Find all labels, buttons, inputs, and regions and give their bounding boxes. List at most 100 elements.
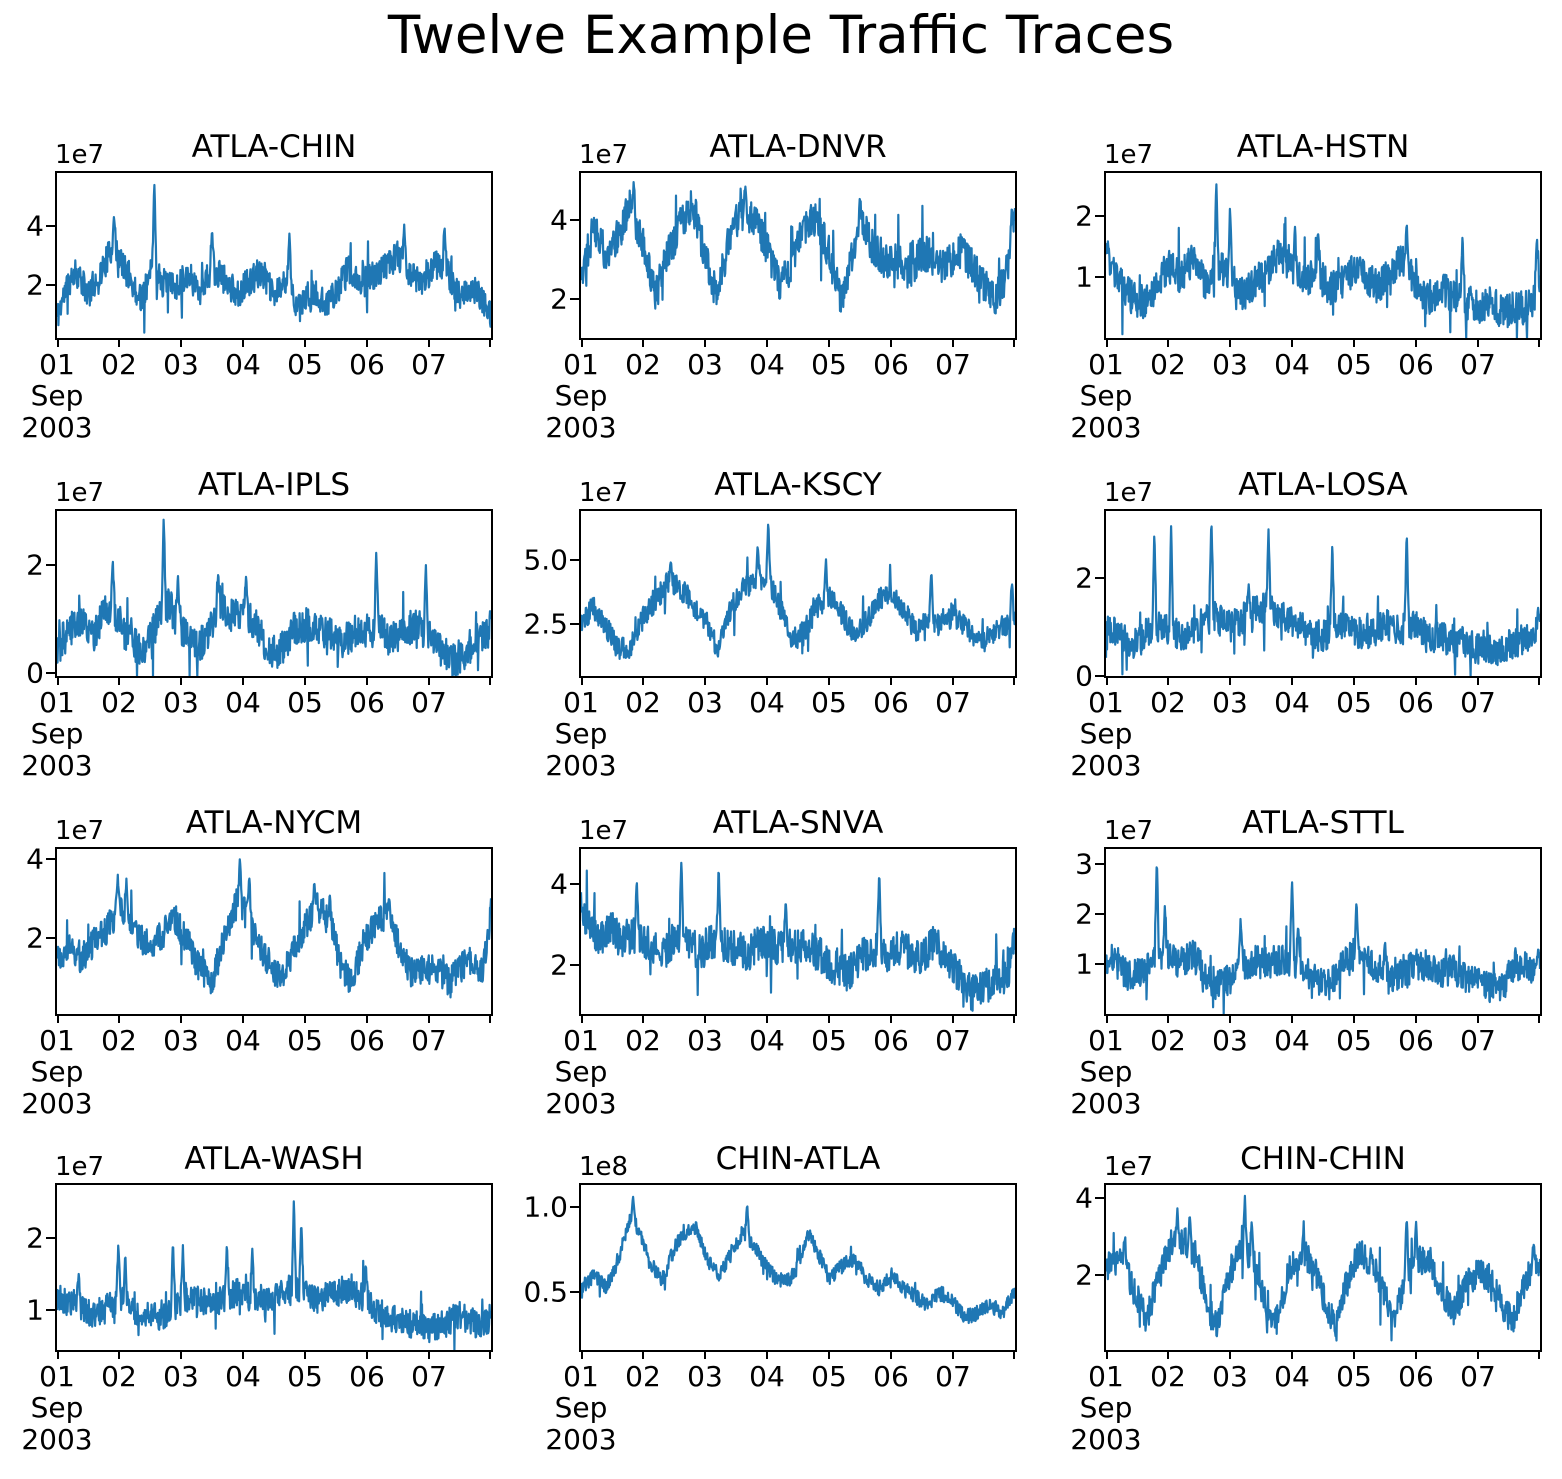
y-tick-mark bbox=[1095, 963, 1104, 965]
x-tick-mark bbox=[581, 1350, 583, 1359]
x-tick-mark bbox=[57, 676, 59, 685]
x-tick-label: 01 Sep 2003 bbox=[21, 1024, 93, 1120]
x-tick-label: 06 bbox=[349, 686, 385, 719]
y-axis-offset-label: 1e7 bbox=[1104, 1152, 1154, 1182]
x-tick-label: 03 bbox=[687, 1360, 723, 1393]
x-tick-label: 07 bbox=[411, 1024, 447, 1057]
x-tick-mark bbox=[1013, 676, 1015, 685]
x-tick-label: 07 bbox=[935, 1024, 971, 1057]
x-tick-mark bbox=[1538, 1014, 1540, 1023]
x-tick-mark bbox=[180, 1014, 182, 1023]
y-tick-mark bbox=[1095, 863, 1104, 865]
x-tick-mark bbox=[180, 338, 182, 347]
y-axis-offset-label: 1e7 bbox=[579, 478, 629, 508]
y-tick-label: 1 bbox=[1075, 947, 1093, 981]
subplot-atla-losa: ATLA-LOSA 1e7 0 2 01 Sep 2003 02 03 04 05 06 07 bbox=[1070, 467, 1542, 781]
y-tick-label: 2 bbox=[1075, 1258, 1093, 1292]
x-tick-mark bbox=[952, 338, 954, 347]
x-tick-label: 04 bbox=[749, 686, 785, 719]
x-tick-label: 04 bbox=[749, 1024, 785, 1057]
x-tick-mark bbox=[428, 1014, 430, 1023]
x-tick-mark bbox=[952, 1350, 954, 1359]
x-tick-mark bbox=[1477, 676, 1479, 685]
x-tick-mark bbox=[642, 338, 644, 347]
x-tick-mark bbox=[1415, 1350, 1417, 1359]
x-tick-label: 01 Sep 2003 bbox=[1070, 686, 1142, 782]
x-tick-mark bbox=[489, 338, 491, 347]
x-tick-label: 06 bbox=[873, 1360, 909, 1393]
y-axis-offset-label: 1e7 bbox=[1104, 816, 1154, 846]
x-tick-mark bbox=[1415, 1014, 1417, 1023]
x-tick-label: 02 bbox=[625, 686, 661, 719]
y-axis-offset-label: 1e7 bbox=[1104, 140, 1154, 170]
x-tick-mark bbox=[428, 1350, 430, 1359]
x-tick-mark bbox=[118, 1350, 120, 1359]
x-tick-mark bbox=[304, 1350, 306, 1359]
x-tick-label: 01 Sep 2003 bbox=[545, 348, 617, 444]
x-tick-label: 04 bbox=[225, 1360, 261, 1393]
y-tick-mark bbox=[46, 1236, 55, 1239]
x-tick-label: 06 bbox=[1398, 686, 1434, 719]
subplot-atla-sttl: ATLA-STTL 1e7 1 2 3 01 Sep 2003 02 03 04 05 06 07 bbox=[1070, 805, 1542, 1119]
x-tick-label: 01 Sep 2003 bbox=[1070, 1360, 1142, 1456]
x-tick-label: 02 bbox=[101, 686, 137, 719]
x-tick-label: 07 bbox=[935, 686, 971, 719]
x-tick-mark bbox=[1106, 1350, 1108, 1359]
x-tick-label: 02 bbox=[625, 1360, 661, 1393]
x-tick-label: 02 bbox=[101, 1360, 137, 1393]
x-tick-label: 05 bbox=[287, 686, 323, 719]
x-tick-mark bbox=[118, 1014, 120, 1023]
x-tick-mark bbox=[704, 338, 706, 347]
x-tick-mark bbox=[242, 338, 244, 347]
x-tick-label: 01 Sep 2003 bbox=[1070, 348, 1142, 444]
subplot-atla-kscy: ATLA-KSCY 1e7 2.5 5.0 01 Sep 2003 02 03 04 05 06 0… bbox=[523, 467, 1017, 781]
x-tick-mark bbox=[242, 1350, 244, 1359]
y-tick-label: 2 bbox=[26, 268, 44, 302]
x-tick-mark bbox=[1106, 676, 1108, 685]
y-tick-label: 1 bbox=[1075, 260, 1093, 294]
x-tick-label: 07 bbox=[411, 1360, 447, 1393]
trace-line bbox=[57, 858, 491, 999]
y-axis-offset-label: 1e7 bbox=[1104, 478, 1154, 508]
x-tick-mark bbox=[1538, 338, 1540, 347]
y-tick-label: 5.0 bbox=[523, 543, 568, 577]
x-tick-mark bbox=[366, 1350, 368, 1359]
x-tick-label: 03 bbox=[1212, 1024, 1248, 1057]
x-tick-label: 01 Sep 2003 bbox=[21, 686, 93, 782]
x-tick-label: 02 bbox=[101, 1024, 137, 1057]
x-tick-mark bbox=[1229, 676, 1231, 685]
x-tick-label: 07 bbox=[411, 348, 447, 381]
x-tick-mark bbox=[489, 1014, 491, 1023]
x-tick-label: 03 bbox=[687, 1024, 723, 1057]
y-tick-mark bbox=[1095, 1196, 1104, 1199]
y-tick-label: 2 bbox=[550, 282, 568, 316]
x-tick-label: 03 bbox=[163, 1360, 199, 1393]
x-tick-label: 05 bbox=[287, 1024, 323, 1057]
y-tick-label: 1 bbox=[26, 1293, 44, 1327]
y-tick-mark bbox=[1095, 214, 1104, 217]
x-tick-mark bbox=[242, 676, 244, 685]
trace-line bbox=[581, 861, 1015, 1012]
trace-line bbox=[1106, 525, 1540, 676]
x-tick-mark bbox=[1106, 1014, 1108, 1023]
plot-title: ATLA-DNVR bbox=[709, 129, 887, 165]
x-tick-mark bbox=[180, 1350, 182, 1359]
x-tick-label: 03 bbox=[163, 686, 199, 719]
subplot-atla-ipls: ATLA-IPLS 1e7 0 2 01 Sep 2003 02 03 04 05 06 07 bbox=[21, 467, 493, 781]
x-tick-mark bbox=[581, 338, 583, 347]
x-tick-mark bbox=[766, 1014, 768, 1023]
x-tick-label: 06 bbox=[873, 686, 909, 719]
subplot-atla-chin: ATLA-CHIN 1e7 2 4 01 Sep 2003 02 03 04 05 06 07 bbox=[21, 129, 493, 443]
plot-title: ATLA-CHIN bbox=[191, 129, 357, 165]
x-tick-label: 03 bbox=[687, 348, 723, 381]
x-tick-mark bbox=[1353, 338, 1355, 347]
x-tick-label: 06 bbox=[873, 348, 909, 381]
x-tick-mark bbox=[1229, 1350, 1231, 1359]
x-tick-mark bbox=[242, 1014, 244, 1023]
y-tick-label: 2 bbox=[1075, 199, 1093, 233]
x-tick-label: 07 bbox=[1460, 686, 1496, 719]
x-tick-label: 07 bbox=[935, 1360, 971, 1393]
x-tick-mark bbox=[1538, 1350, 1540, 1359]
x-tick-mark bbox=[57, 338, 59, 347]
x-tick-mark bbox=[366, 676, 368, 685]
